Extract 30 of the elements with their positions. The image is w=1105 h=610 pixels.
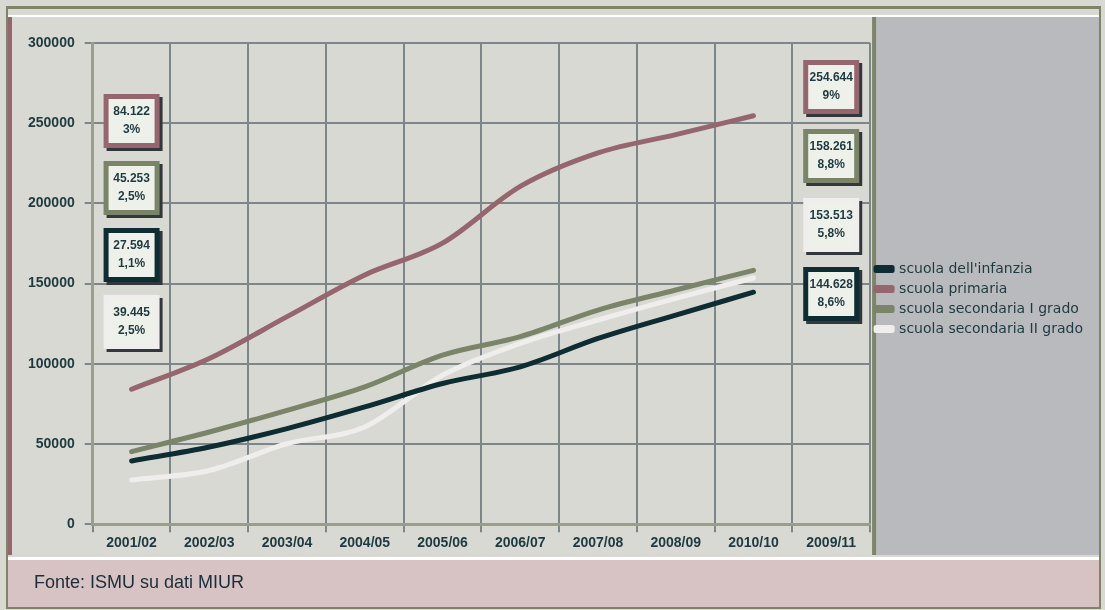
x-tick-label: 2010/10	[728, 534, 779, 551]
source-note: Fonte: ISMU su dati MIUR	[8, 557, 1099, 607]
annotation: 144.628 8,6%	[809, 277, 854, 310]
annotation: 84.122 3%	[113, 104, 151, 137]
y-tick-label: 300000	[28, 33, 75, 50]
legend-label: scuola secondaria II grado	[899, 319, 1084, 336]
legend-label: scuola primaria	[899, 279, 1008, 296]
x-tick-label: 2008/09	[650, 534, 702, 551]
annotation: 254.644 9%	[809, 70, 854, 103]
x-tick-label: 2006/07	[494, 534, 546, 551]
x-tick-label: 2005/06	[417, 534, 469, 551]
x-tick-label: 2004/05	[339, 534, 391, 551]
annotation: 158.261 8,8%	[809, 139, 854, 172]
y-tick-label: 150000	[28, 274, 75, 291]
y-tick-label: 100000	[28, 354, 75, 371]
annotation: 45.253 2,5%	[113, 171, 151, 204]
x-tick-label: 2001/02	[106, 534, 158, 551]
y-tick-label: 200000	[28, 194, 75, 211]
annotation: 39.445 2,5%	[113, 305, 151, 338]
x-tick-label: 2003/04	[261, 534, 313, 551]
y-tick-label: 0	[66, 515, 75, 532]
legend-label: scuola secondaria I grado	[899, 299, 1079, 316]
legend-label: scuola dell'infanzia	[899, 259, 1033, 276]
y-tick-label: 250000	[28, 114, 75, 131]
x-tick-label: 2009/11	[806, 534, 857, 551]
annotation: 153.513 5,8%	[809, 208, 854, 241]
y-tick-label: 50000	[35, 434, 75, 451]
annotation: 27.594 1,1%	[113, 238, 151, 271]
x-tick-label: 2002/03	[184, 534, 235, 551]
x-tick-label: 2007/08	[572, 534, 624, 551]
